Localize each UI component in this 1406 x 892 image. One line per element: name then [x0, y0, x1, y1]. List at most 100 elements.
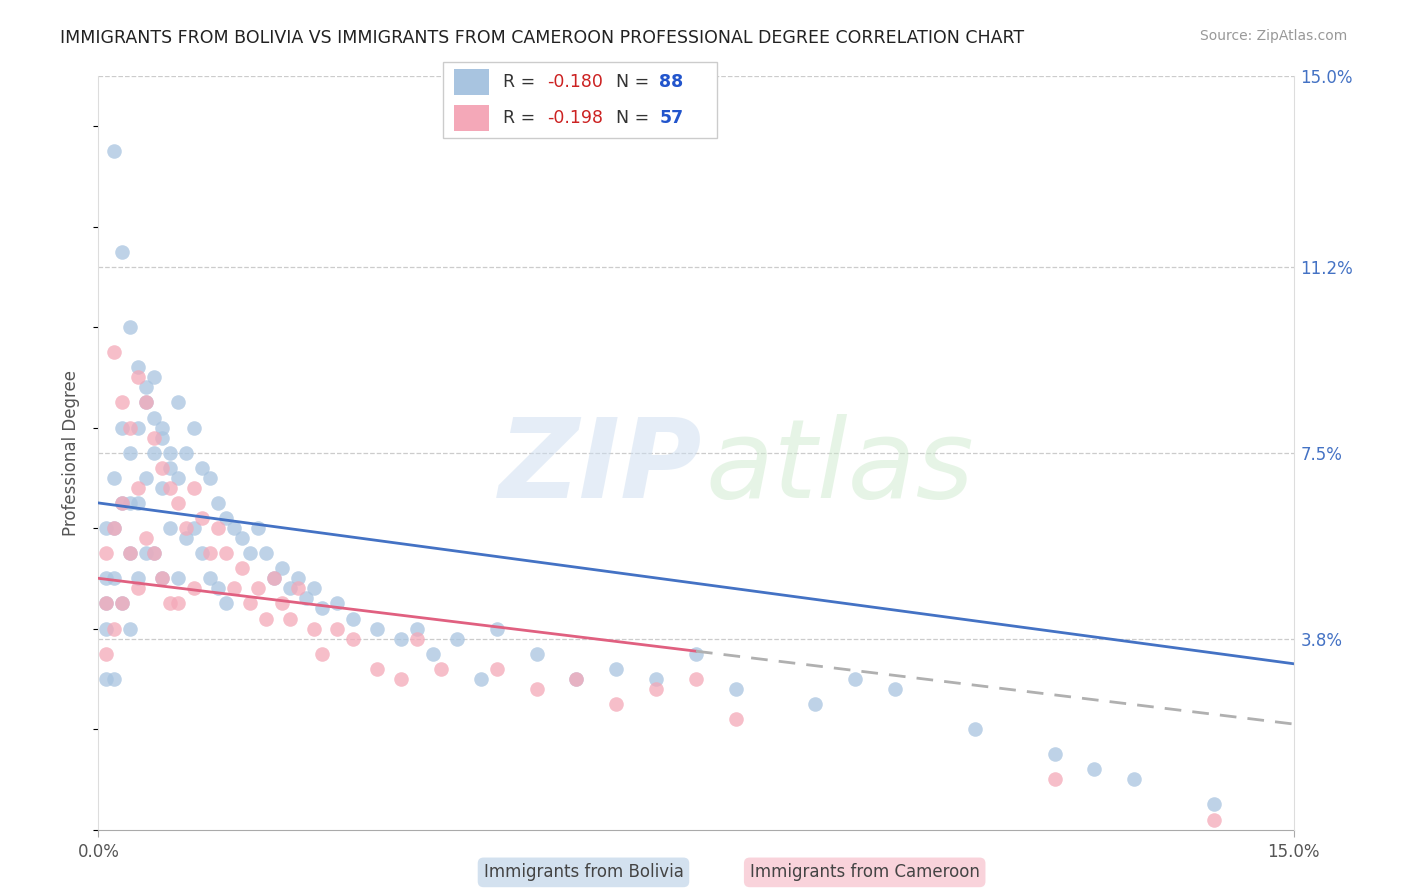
Point [143, 431, 166, 445]
Point [1123, 772, 1146, 787]
Point [724, 712, 747, 726]
Point [120, 445, 142, 460]
Point [254, 546, 277, 560]
Point [1083, 762, 1105, 776]
Point [103, 672, 125, 686]
Point [366, 662, 388, 676]
Point [111, 596, 134, 610]
Point [526, 681, 548, 696]
Point [804, 697, 827, 711]
Point [844, 672, 866, 686]
Point [96, 571, 118, 585]
Point [294, 591, 316, 606]
Point [111, 496, 134, 510]
Point [287, 582, 309, 596]
Point [1043, 772, 1066, 787]
Point [326, 596, 349, 610]
Point [103, 521, 125, 535]
Point [685, 672, 707, 686]
Point [485, 662, 508, 676]
Point [311, 647, 333, 661]
Point [127, 360, 149, 375]
Bar [454, 105, 489, 130]
Point [127, 496, 149, 510]
Text: ZIP: ZIP [499, 414, 702, 521]
Text: R =: R = [503, 109, 541, 127]
Point [207, 521, 229, 535]
Point [605, 697, 627, 711]
Point [150, 431, 173, 445]
Point [143, 370, 166, 384]
Point [278, 582, 301, 596]
Point [246, 521, 269, 535]
Point [159, 445, 181, 460]
Point [96, 521, 118, 535]
Point [103, 521, 125, 535]
Point [111, 496, 134, 510]
Point [207, 582, 229, 596]
Point [884, 681, 907, 696]
Point [159, 460, 181, 475]
Point [215, 596, 238, 610]
Point [135, 395, 157, 409]
Point [198, 546, 221, 560]
Point [222, 521, 245, 535]
Point [103, 571, 125, 585]
Point [605, 662, 627, 676]
Point [159, 521, 181, 535]
Point [150, 481, 173, 495]
Point [302, 582, 325, 596]
Point [167, 471, 190, 485]
Point [645, 672, 668, 686]
Point [103, 622, 125, 636]
Point [96, 672, 118, 686]
Point [143, 546, 166, 560]
Point [342, 611, 364, 625]
Point [174, 521, 197, 535]
Point [207, 496, 229, 510]
Point [143, 410, 166, 425]
Point [167, 496, 190, 510]
Point [111, 420, 134, 434]
Point [231, 531, 253, 545]
Point [96, 647, 118, 661]
FancyBboxPatch shape [443, 62, 717, 138]
Point [159, 596, 181, 610]
Point [366, 622, 388, 636]
Point [120, 496, 142, 510]
Point [422, 647, 444, 661]
Point [135, 471, 157, 485]
Point [198, 471, 221, 485]
Point [150, 460, 173, 475]
Point [167, 596, 190, 610]
Point [111, 244, 134, 259]
Point [278, 611, 301, 625]
Text: 57: 57 [659, 109, 683, 127]
Point [526, 647, 548, 661]
Point [120, 420, 142, 434]
Point [127, 571, 149, 585]
Point [326, 622, 349, 636]
Point [96, 596, 118, 610]
Point [263, 571, 285, 585]
Point [963, 722, 986, 736]
Point [127, 582, 149, 596]
Bar [454, 70, 489, 95]
Point [174, 445, 197, 460]
Point [389, 632, 412, 646]
Point [485, 622, 508, 636]
Point [103, 345, 125, 359]
Point [174, 531, 197, 545]
Text: Source: ZipAtlas.com: Source: ZipAtlas.com [1199, 29, 1347, 43]
Point [389, 672, 412, 686]
Point [135, 380, 157, 394]
Point [1043, 747, 1066, 761]
Point [342, 632, 364, 646]
Point [150, 420, 173, 434]
Point [135, 546, 157, 560]
Point [191, 460, 214, 475]
Point [254, 611, 277, 625]
Point [183, 582, 205, 596]
Point [215, 511, 238, 525]
Point [1202, 813, 1225, 827]
